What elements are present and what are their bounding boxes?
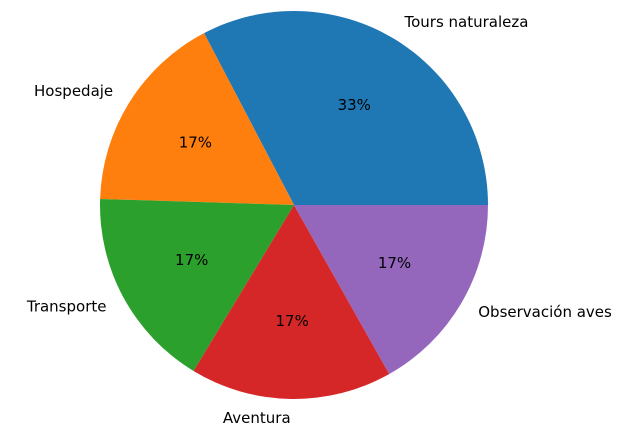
pie-slice <box>204 11 489 206</box>
value-label: 17% <box>276 312 309 330</box>
value-label: 17% <box>175 251 208 269</box>
value-label: 33% <box>338 96 371 114</box>
value-label: 17% <box>378 254 411 272</box>
pie-slice <box>100 33 294 205</box>
pie-slice <box>100 198 294 371</box>
slice-label: Hospedaje <box>34 82 113 100</box>
slice-label: Transporte <box>26 297 107 315</box>
value-label: 17% <box>179 134 212 152</box>
slice-label: Observación aves <box>478 303 612 321</box>
pie-slice <box>294 205 488 375</box>
slice-label: Tours naturaleza <box>404 13 529 31</box>
slice-label: Aventura <box>223 409 291 427</box>
pie-slice <box>193 205 390 399</box>
